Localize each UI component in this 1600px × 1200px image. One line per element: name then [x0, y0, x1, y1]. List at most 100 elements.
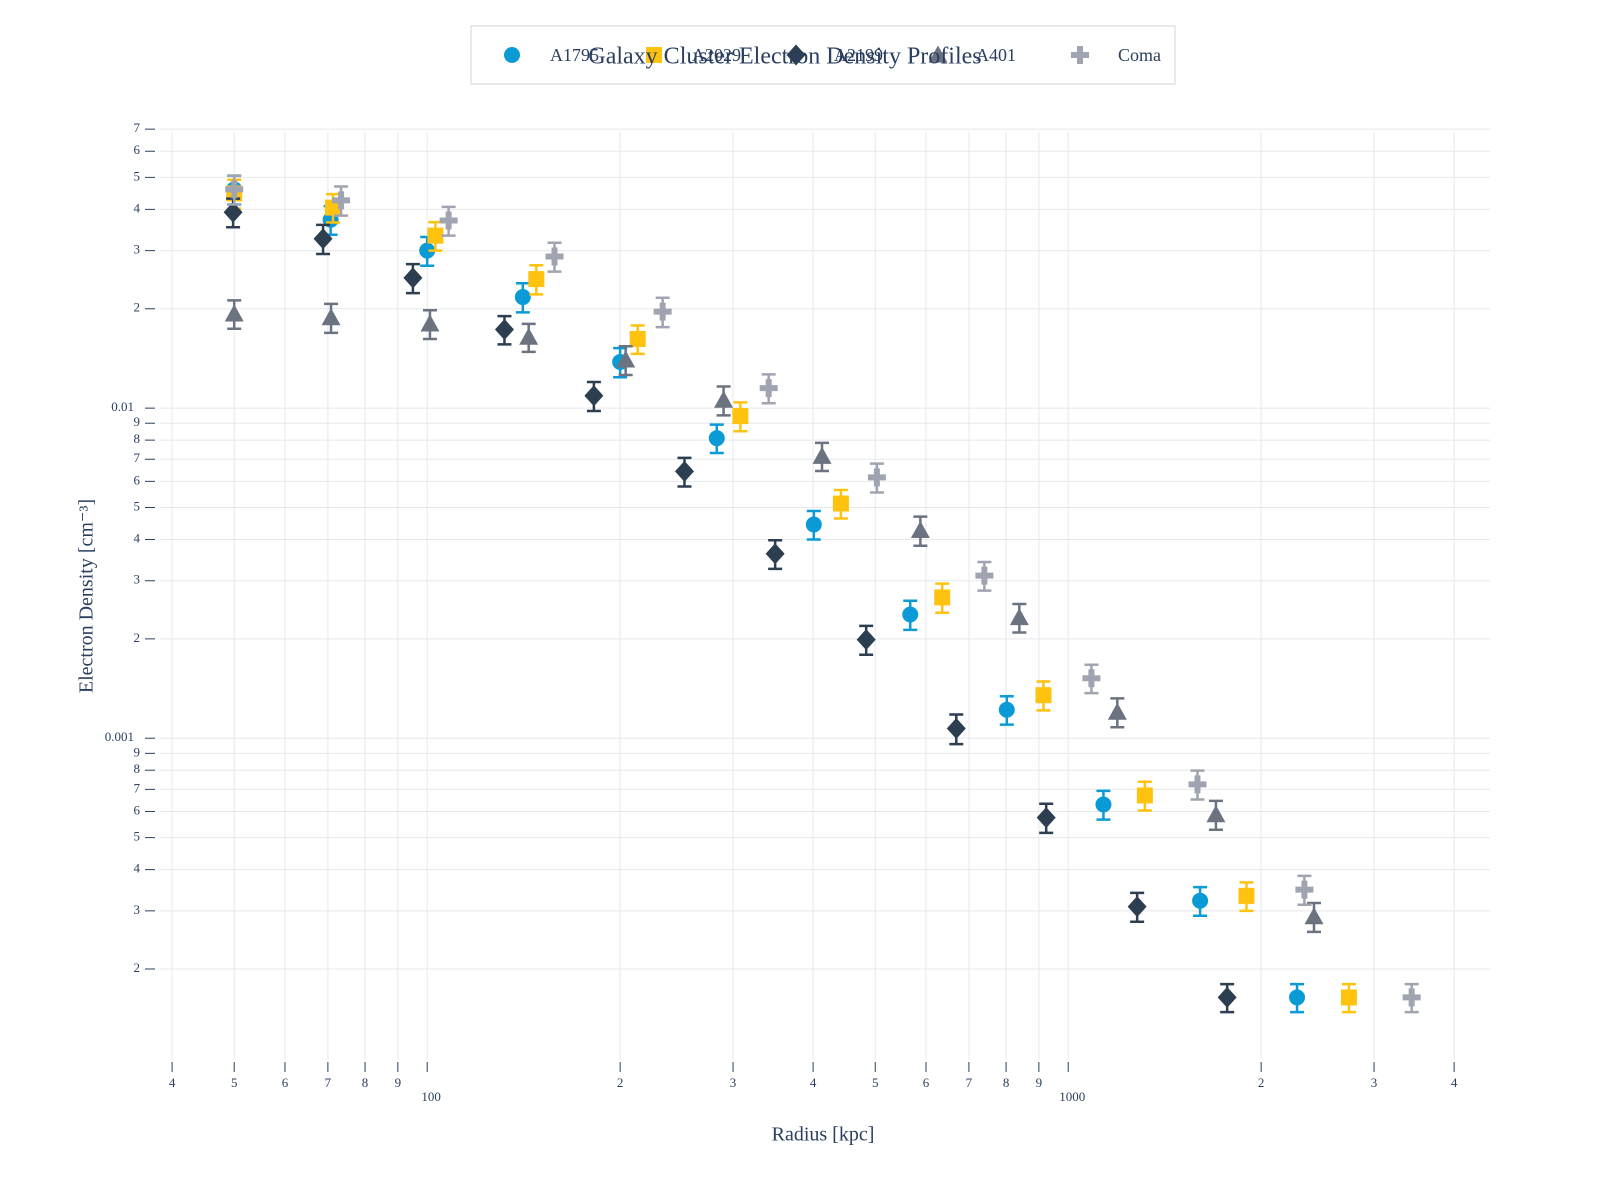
point — [1136, 787, 1153, 804]
point — [332, 191, 351, 210]
point — [975, 566, 994, 585]
x-tick-label: 7 — [966, 1075, 973, 1090]
legend-label: A1795 — [550, 45, 599, 65]
point — [325, 199, 342, 216]
y-tick-label: 4 — [134, 530, 141, 545]
point — [910, 520, 930, 539]
legend-label: A2029 — [692, 45, 741, 65]
point — [928, 45, 948, 63]
series — [223, 197, 1237, 1014]
x-tick-label: 1000 — [1059, 1089, 1085, 1104]
y-tick-label: 8 — [134, 431, 141, 446]
x-tick-label: 3 — [730, 1075, 737, 1090]
point — [439, 211, 458, 230]
x-tick-label: 4 — [1451, 1075, 1458, 1090]
series — [224, 299, 1324, 934]
point — [1402, 988, 1421, 1007]
x-tick-label: 5 — [872, 1075, 879, 1090]
point — [504, 47, 520, 63]
point — [1217, 986, 1237, 1008]
y-tick-label: 2 — [134, 630, 141, 645]
point — [674, 460, 694, 482]
x-tick-label: 8 — [1003, 1075, 1010, 1090]
point — [419, 242, 436, 259]
y-tick-label: 5 — [134, 498, 141, 513]
y-tick-label: 3 — [134, 242, 141, 257]
x-tick-label: 6 — [923, 1075, 930, 1090]
y-tick-label: 7 — [134, 450, 141, 465]
y-tick-label: 9 — [134, 744, 141, 759]
point — [1082, 669, 1101, 688]
point — [765, 543, 785, 565]
x-tick-label: 4 — [810, 1075, 817, 1090]
y-tick-label: 4 — [134, 861, 141, 876]
legend-label: A401 — [976, 45, 1016, 65]
point — [519, 327, 539, 345]
point — [1107, 702, 1127, 720]
y-tick-label: 2 — [134, 960, 141, 975]
point — [646, 47, 662, 63]
point — [225, 180, 244, 199]
point — [812, 446, 832, 464]
x-tick-label: 9 — [1036, 1075, 1043, 1090]
point — [805, 516, 822, 533]
point — [420, 314, 440, 332]
point — [1238, 887, 1255, 904]
point — [1289, 989, 1306, 1006]
point — [1036, 807, 1056, 829]
legend-label: Coma — [1118, 45, 1161, 65]
series — [226, 174, 1306, 1014]
point — [528, 271, 545, 288]
point — [224, 304, 244, 322]
y-tick-label: 3 — [134, 572, 141, 587]
point — [1071, 46, 1089, 64]
point — [653, 302, 672, 321]
y-tick-label: 6 — [134, 472, 141, 487]
x-tick-label: 100 — [421, 1089, 441, 1104]
x-tick-label: 2 — [1258, 1075, 1265, 1090]
y-tick-label: 6 — [134, 802, 141, 817]
point — [1009, 608, 1029, 626]
point — [902, 606, 919, 623]
point — [1035, 687, 1052, 704]
point — [1192, 892, 1209, 909]
y-tick-label: 0.01 — [111, 399, 134, 414]
y-tick-label: 7 — [134, 780, 141, 795]
y-tick-label: 5 — [134, 829, 141, 844]
point — [321, 308, 341, 326]
y-tick-label: 4 — [134, 200, 141, 215]
series — [225, 174, 1421, 1014]
x-tick-label: 4 — [169, 1075, 176, 1090]
point — [867, 468, 886, 487]
x-tick-label: 8 — [362, 1075, 369, 1090]
point — [584, 385, 604, 407]
x-tick-label: 5 — [231, 1075, 238, 1090]
x-tick-label: 3 — [1371, 1075, 1378, 1090]
y-tick-label: 3 — [134, 902, 141, 917]
point — [545, 247, 564, 266]
point — [1304, 907, 1324, 925]
point — [1340, 989, 1357, 1006]
y-axis-title: Electron Density [cm⁻³] — [76, 499, 98, 693]
x-tick-label: 9 — [395, 1075, 402, 1090]
y-tick-label: 2 — [134, 300, 141, 315]
point — [714, 390, 734, 408]
point — [832, 495, 849, 512]
y-tick-label: 6 — [134, 142, 141, 157]
x-axis-title: Radius [kpc] — [772, 1124, 875, 1146]
point — [403, 267, 423, 289]
x-tick-label: 2 — [617, 1075, 624, 1090]
point — [494, 319, 514, 341]
y-tick-label: 7 — [134, 120, 141, 135]
point — [427, 227, 444, 244]
point — [1127, 896, 1147, 918]
point — [786, 44, 806, 66]
point — [1295, 880, 1314, 899]
legend-box — [470, 25, 1176, 85]
point — [708, 430, 725, 447]
point — [1095, 796, 1112, 813]
x-tick-label: 7 — [325, 1075, 332, 1090]
x-tick-label: 6 — [282, 1075, 289, 1090]
